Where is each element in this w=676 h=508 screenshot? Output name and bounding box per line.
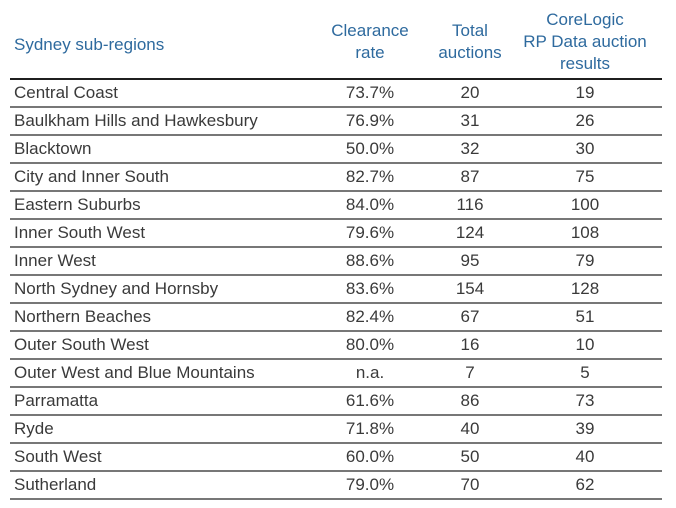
table-row: Outer West and Blue Mountains n.a. 7 5 — [10, 360, 662, 388]
table-row: Inner South West 79.6% 124 108 — [10, 220, 662, 248]
total-auctions-cell: 7 — [465, 363, 475, 382]
region-cell: Blacktown — [14, 139, 92, 158]
total-auctions-cell: 32 — [460, 139, 480, 158]
table-row: Blacktown 50.0% 32 30 — [10, 136, 662, 164]
clearance-rate-cell: 76.9% — [345, 111, 395, 130]
auction-results-cell: 19 — [575, 83, 595, 102]
table-row: Eastern Suburbs 84.0% 116 100 — [10, 192, 662, 220]
auction-results-table: Sydney sub-regions Clearance rate Total … — [10, 8, 662, 500]
clearance-rate-cell: 83.6% — [345, 279, 395, 298]
auction-results-cell: 79 — [575, 251, 595, 270]
auction-results-cell: 26 — [575, 111, 595, 130]
region-cell: Sutherland — [14, 475, 97, 494]
header-total-auctions: Total auctions — [425, 20, 515, 64]
total-auctions-cell: 70 — [460, 475, 480, 494]
clearance-rate-cell: 60.0% — [345, 447, 395, 466]
clearance-rate-cell: 82.7% — [345, 167, 395, 186]
region-cell: North Sydney and Hornsby — [14, 279, 219, 298]
clearance-rate-cell: 84.0% — [345, 195, 395, 214]
total-auctions-cell: 95 — [460, 251, 480, 270]
header-corelogic-line2: RP Data auction — [523, 32, 647, 51]
clearance-rate-cell: 71.8% — [345, 419, 395, 438]
region-cell: Inner South West — [14, 223, 146, 242]
header-clearance-rate: Clearance rate — [315, 20, 425, 64]
header-total-line2: auctions — [438, 43, 502, 62]
table-body: Central Coast 73.7% 20 19 Baulkham Hills and… — [10, 80, 662, 500]
header-corelogic-line1: CoreLogic — [546, 10, 624, 29]
auction-results-cell: 100 — [570, 195, 600, 214]
auction-results-cell: 62 — [575, 475, 595, 494]
header-rule — [10, 78, 662, 80]
total-auctions-cell: 116 — [456, 195, 484, 214]
table-row: Northern Beaches 82.4% 67 51 — [10, 304, 662, 332]
clearance-rate-cell: 88.6% — [345, 251, 395, 270]
clearance-rate-cell: 82.4% — [345, 307, 395, 326]
clearance-rate-cell: 61.6% — [345, 391, 395, 410]
clearance-rate-cell: 50.0% — [345, 139, 395, 158]
region-cell: Ryde — [14, 419, 54, 438]
table-row: Parramatta 61.6% 86 73 — [10, 388, 662, 416]
auction-results-cell: 51 — [575, 307, 595, 326]
region-cell: Central Coast — [14, 83, 118, 102]
region-cell: Eastern Suburbs — [14, 195, 141, 214]
total-auctions-cell: 31 — [460, 111, 480, 130]
total-auctions-cell: 87 — [460, 167, 480, 186]
total-auctions-cell: 50 — [460, 447, 480, 466]
total-auctions-cell: 20 — [460, 83, 480, 102]
table-row: Outer South West 80.0% 16 10 — [10, 332, 662, 360]
region-cell: Parramatta — [14, 391, 99, 410]
clearance-rate-cell: 79.6% — [345, 223, 395, 242]
auction-results-cell: 5 — [580, 363, 590, 382]
total-auctions-cell: 16 — [460, 335, 480, 354]
region-cell: Outer South West — [14, 335, 149, 354]
header-clearance-line2: rate — [355, 43, 385, 62]
clearance-rate-cell: 79.0% — [345, 475, 395, 494]
header-region-label: Sydney sub-regions — [14, 35, 165, 54]
auction-results-cell: 40 — [575, 447, 595, 466]
region-cell: Baulkham Hills and Hawkesbury — [14, 111, 258, 130]
region-cell: South West — [14, 447, 102, 466]
auction-results-cell: 10 — [575, 335, 595, 354]
clearance-rate-cell: 80.0% — [345, 335, 395, 354]
region-cell: Outer West and Blue Mountains — [14, 363, 255, 382]
header-corelogic-line3: results — [559, 54, 611, 73]
table-row: Baulkham Hills and Hawkesbury 76.9% 31 26 — [10, 108, 662, 136]
table-row: South West 60.0% 50 40 — [10, 444, 662, 472]
auction-results-cell: 73 — [575, 391, 595, 410]
table-row: Ryde 71.8% 40 39 — [10, 416, 662, 444]
table-row: North Sydney and Hornsby 83.6% 154 128 — [10, 276, 662, 304]
table-row: City and Inner South 82.7% 87 75 — [10, 164, 662, 192]
auction-results-cell: 108 — [570, 223, 600, 242]
auction-results-cell: 128 — [570, 279, 600, 298]
region-cell: Northern Beaches — [14, 307, 152, 326]
table-row: Central Coast 73.7% 20 19 — [10, 80, 662, 108]
region-cell: City and Inner South — [14, 167, 169, 186]
clearance-rate-cell: 73.7% — [345, 83, 395, 102]
table-header: Sydney sub-regions Clearance rate Total … — [10, 8, 662, 80]
total-auctions-cell: 67 — [460, 307, 480, 326]
auction-results-cell: 30 — [575, 139, 595, 158]
table-row: Sutherland 79.0% 70 62 — [10, 472, 662, 500]
auction-results-cell: 39 — [575, 419, 595, 438]
total-auctions-cell: 154 — [455, 279, 485, 298]
clearance-rate-cell: n.a. — [355, 363, 385, 382]
header-total-line1: Total — [452, 21, 488, 40]
total-auctions-cell: 124 — [455, 223, 485, 242]
header-clearance-line1: Clearance — [331, 21, 409, 40]
region-cell: Inner West — [14, 251, 96, 270]
header-corelogic-results: CoreLogic RP Data auction results — [510, 9, 660, 75]
header-region: Sydney sub-regions — [14, 34, 164, 56]
total-auctions-cell: 86 — [460, 391, 480, 410]
auction-results-cell: 75 — [575, 167, 595, 186]
total-auctions-cell: 40 — [460, 419, 480, 438]
table-row: Inner West 88.6% 95 79 — [10, 248, 662, 276]
